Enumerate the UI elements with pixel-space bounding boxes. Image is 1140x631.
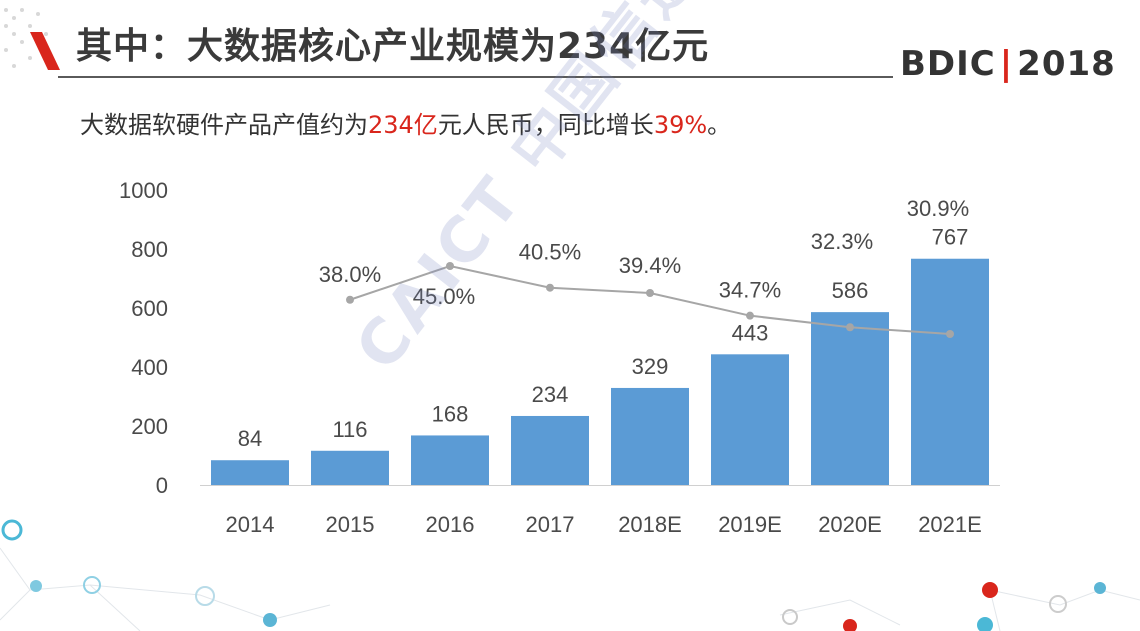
growth-point: [546, 283, 554, 292]
bar: [511, 415, 589, 485]
summary-text: 大数据软硬件产品产值约为234亿元人民币，同比增长39%。: [80, 105, 731, 140]
growth-label: 38.0%: [319, 262, 381, 287]
x-tick-label: 2015: [326, 512, 375, 537]
summary-highlight-value: 234亿: [368, 111, 438, 139]
growth-point: [746, 311, 754, 320]
x-tick-label: 2014: [226, 512, 275, 537]
x-tick-label: 2018E: [618, 512, 682, 537]
logo-year: 2018: [1017, 44, 1116, 84]
growth-label: 39.4%: [619, 253, 681, 278]
y-tick-label: 200: [131, 414, 168, 439]
bar-value-label: 168: [432, 401, 469, 426]
header: 其中：大数据核心产业规模为234亿元 BDIC | 2018: [0, 0, 1140, 90]
corner-decoration: [4, 8, 48, 68]
bar: [911, 258, 989, 485]
page-title: 其中：大数据核心产业规模为234亿元: [76, 26, 710, 67]
growth-label: 45.0%: [413, 284, 475, 309]
bar-value-label: 84: [238, 426, 262, 451]
bar: [811, 312, 889, 485]
bar-value-label: 586: [832, 278, 869, 303]
x-tick-label: 2021E: [918, 512, 982, 537]
x-tick-label: 2019E: [718, 512, 782, 537]
growth-label: 32.3%: [811, 229, 873, 254]
bar-value-label: 329: [632, 354, 669, 379]
bar-value-label: 767: [932, 225, 969, 250]
bdic-logo: BDIC | 2018: [900, 44, 1116, 84]
title-accent-icon: [30, 32, 60, 70]
bar: [411, 435, 489, 485]
x-tick-label: 2020E: [818, 512, 882, 537]
x-tick-label: 2016: [426, 512, 475, 537]
summary-part-3: 。: [707, 111, 732, 139]
bar: [711, 354, 789, 485]
growth-point: [646, 289, 654, 298]
bar-value-label: 443: [732, 320, 769, 345]
growth-point: [946, 330, 954, 338]
y-tick-label: 600: [131, 296, 168, 321]
y-tick-label: 400: [131, 355, 168, 380]
growth-label: 40.5%: [519, 240, 581, 265]
y-tick-label: 800: [131, 237, 168, 262]
bar-value-label: 234: [532, 382, 569, 407]
bar: [211, 460, 289, 485]
y-tick-label: 0: [156, 473, 168, 498]
x-tick-label: 2017: [526, 512, 575, 537]
logo-divider: |: [999, 44, 1014, 84]
bar: [311, 450, 389, 485]
title-divider: [58, 76, 893, 78]
summary-highlight-growth: 39%: [653, 111, 708, 139]
growth-label: 34.7%: [719, 278, 781, 303]
bar-value-label: 116: [332, 417, 367, 442]
logo-text: BDIC: [900, 44, 996, 84]
summary-part-1: 大数据软硬件产品产值约为: [80, 111, 368, 139]
growth-point: [346, 295, 354, 304]
growth-point: [846, 323, 854, 332]
y-tick-label: 1000: [119, 178, 168, 203]
summary-part-2: 元人民币，同比增长: [437, 111, 654, 139]
bar: [611, 387, 689, 485]
growth-point: [446, 262, 454, 270]
growth-label: 30.9%: [907, 196, 969, 221]
